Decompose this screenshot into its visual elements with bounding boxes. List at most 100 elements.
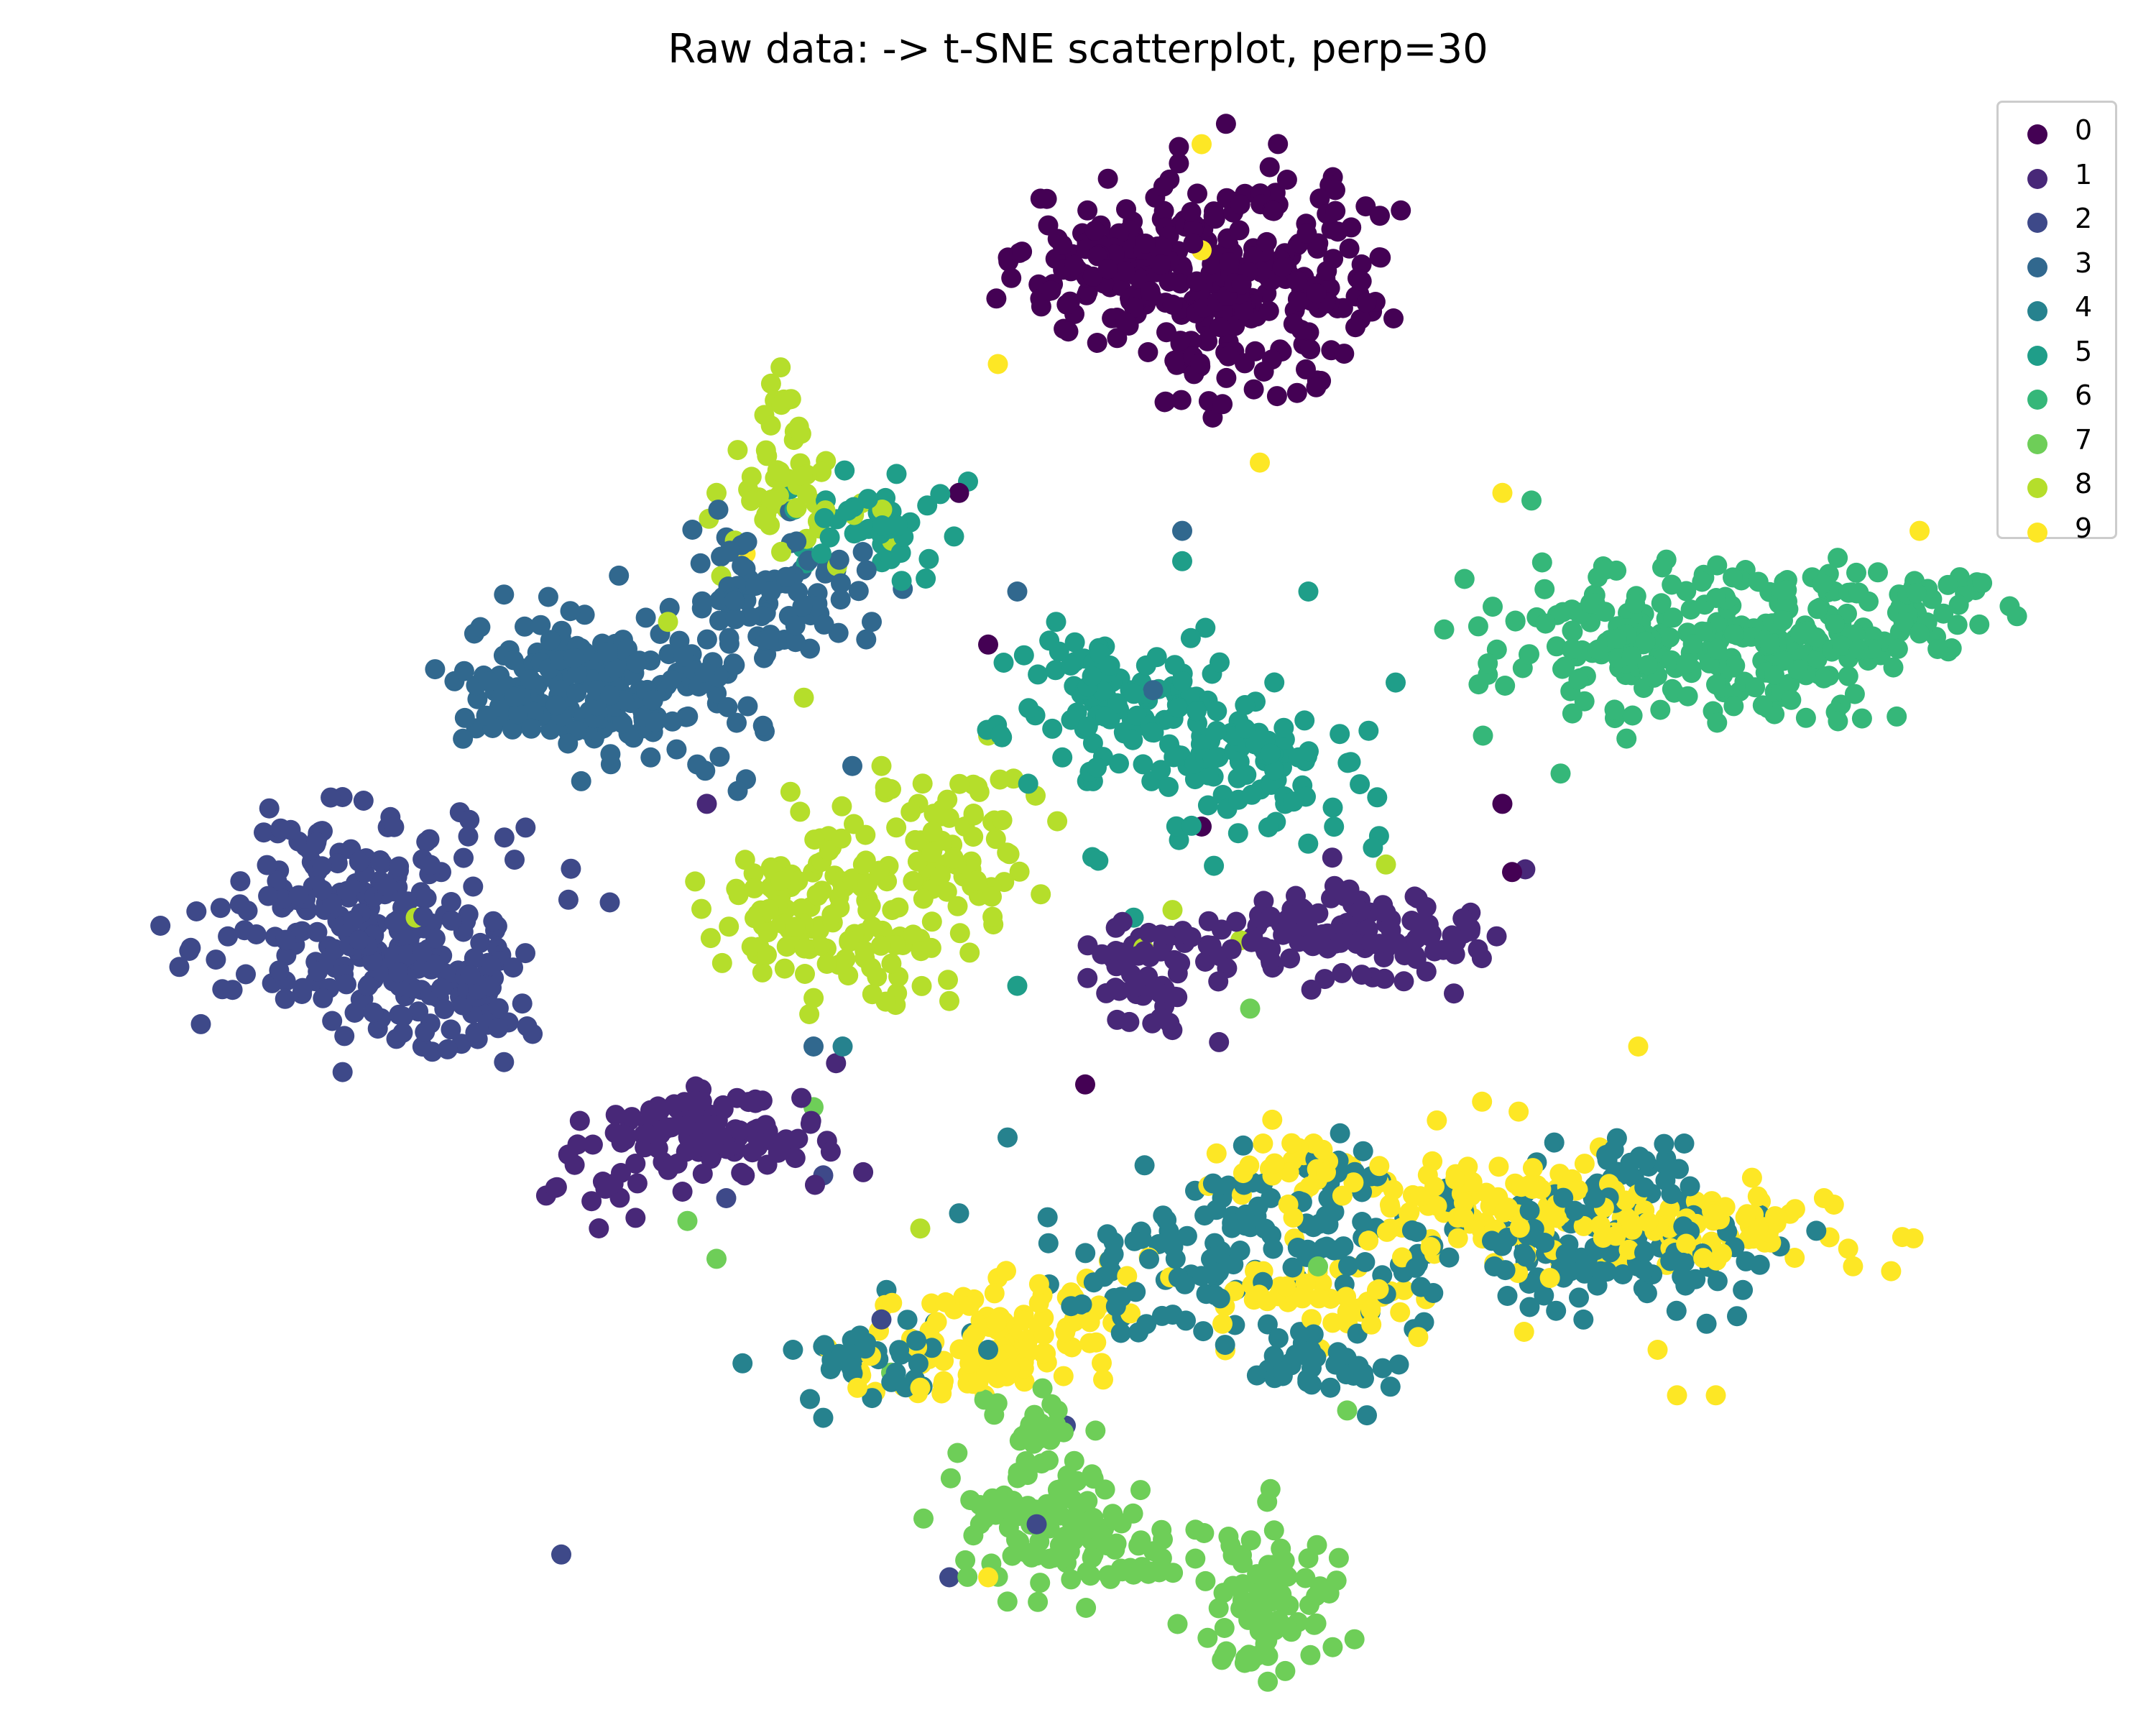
legend-item: 6 [1999,375,2115,420]
data-point-class-6 [1933,603,1954,624]
data-point-class-2 [312,856,333,877]
data-point-class-9 [1539,1268,1560,1288]
data-point-class-6 [1677,686,1698,707]
data-point-class-4 [1736,1251,1756,1271]
legend-item: 3 [1999,243,2115,288]
data-point-class-5 [1107,693,1128,714]
data-point-class-3 [792,597,813,617]
data-point-class-6 [1468,616,1488,637]
data-point-class-2 [344,1003,365,1023]
data-point-class-8 [872,500,893,520]
data-point-class-5 [916,569,936,589]
data-point-class-8 [943,849,964,869]
data-point-class-0 [1268,134,1289,155]
data-point-class-9 [1462,1172,1483,1192]
data-point-class-1 [1328,880,1349,901]
data-point-class-8 [881,953,902,974]
data-point-class-6 [1893,612,1914,632]
data-point-class-3 [530,615,551,635]
data-point-class-0 [1197,331,1218,351]
data-point-class-8 [794,938,815,959]
data-point-class-4 [1134,1155,1155,1176]
data-point-class-7 [998,1517,1019,1538]
data-point-class-4 [1233,1135,1253,1156]
data-point-class-7 [1233,1552,1253,1573]
data-point-class-9 [1283,1208,1304,1228]
data-point-class-7 [1298,1548,1319,1569]
data-point-class-9 [1017,1338,1038,1358]
data-point-class-8 [921,911,942,932]
data-point-class-6 [1473,725,1493,746]
data-point-class-3 [494,584,515,605]
data-point-class-8 [757,944,777,965]
data-point-class-9 [882,1292,903,1313]
data-point-class-8 [799,1004,820,1024]
data-point-class-2 [280,819,301,840]
data-point-class-4 [949,1203,969,1224]
data-point-class-5 [1007,975,1028,996]
data-point-class-0 [986,288,1007,309]
data-point-class-2 [871,1309,892,1330]
data-point-class-2 [363,1002,384,1023]
data-point-class-5 [1207,720,1227,741]
data-point-class-6 [1621,645,1642,666]
data-point-class-4 [889,1340,910,1361]
data-point-class-6 [1828,548,1848,569]
data-point-class-8 [658,612,678,632]
data-point-class-6 [1723,696,1744,717]
data-point-class-4 [1151,1305,1172,1326]
data-point-class-5 [1264,760,1284,781]
data-point-class-6 [1706,588,1726,608]
data-point-class-2 [257,855,277,875]
data-point-class-2 [939,1567,959,1588]
data-point-class-4 [1380,1376,1401,1397]
data-point-class-0 [1001,267,1022,288]
data-point-class-9 [1498,1197,1519,1218]
data-point-class-9 [1212,1313,1233,1334]
data-point-class-5 [1258,817,1279,837]
data-point-class-3 [523,702,544,722]
data-point-class-9 [1117,1266,1138,1287]
data-point-class-1 [1486,926,1507,947]
data-point-class-1 [1164,949,1185,970]
data-point-class-1 [1416,897,1437,917]
data-point-class-8 [839,930,860,951]
data-point-class-7 [1260,1478,1281,1499]
data-point-class-6 [1828,711,1848,732]
data-point-class-8 [844,814,864,834]
data-point-class-8 [870,935,891,956]
data-point-class-3 [571,770,591,791]
data-point-class-0 [1370,206,1390,226]
data-point-class-2 [561,858,581,879]
data-point-class-8 [862,984,883,1005]
data-point-class-6 [1562,599,1583,620]
data-point-class-2 [415,1021,436,1042]
data-point-class-8 [780,781,801,802]
data-point-class-0 [1210,317,1230,338]
data-point-class-9 [1408,1327,1429,1348]
data-point-class-7 [1128,1535,1149,1556]
data-point-class-9 [1312,1139,1333,1160]
data-point-class-9 [1336,1287,1357,1307]
data-point-class-2 [254,822,274,843]
data-point-class-4 [1136,1314,1157,1335]
data-point-class-7 [1263,1555,1284,1576]
data-point-class-3 [856,629,877,650]
data-point-class-6 [1812,574,1833,594]
data-point-class-3 [829,549,849,570]
data-point-class-4 [1222,1218,1243,1238]
data-point-class-1 [625,1154,646,1174]
data-point-class-3 [862,612,882,632]
data-point-class-4 [1287,1238,1308,1258]
data-point-class-6 [1723,567,1743,588]
data-point-class-6 [1825,614,1845,634]
data-point-class-5 [1045,660,1066,681]
data-point-class-2 [488,1018,509,1039]
data-point-class-2 [512,993,533,1014]
data-point-class-4 [1654,1133,1674,1154]
data-point-class-5 [1273,717,1294,738]
data-point-class-7 [1077,1562,1097,1583]
data-point-class-1 [1128,945,1148,966]
legend-swatch [2027,124,2047,144]
data-point-class-5 [1298,581,1319,602]
